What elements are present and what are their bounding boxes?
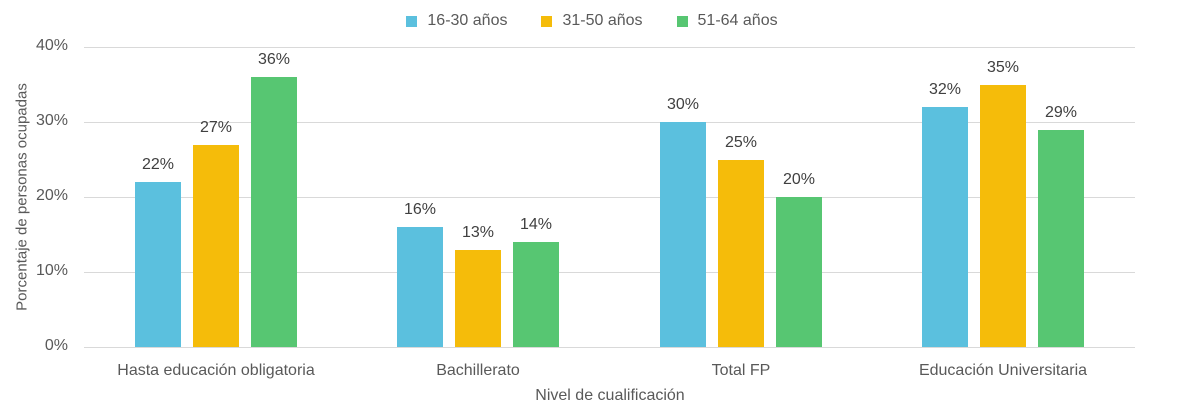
data-label: 20% (782, 171, 816, 188)
legend-label: 51-64 años (697, 12, 778, 29)
data-label: 13% (461, 223, 495, 241)
chart-legend: 16-30 años 31-50 años 51-64 años (0, 12, 1180, 30)
y-tick-label: 40% (35, 37, 68, 54)
gridline (84, 347, 1135, 348)
x-axis-label: Nivel de cualificación (535, 387, 685, 404)
legend-swatch-icon (541, 15, 553, 27)
legend-item: 16-30 años (406, 12, 507, 30)
gridline (84, 197, 1135, 198)
data-label: 29% (1044, 103, 1078, 121)
legend-item: 31-50 años (541, 12, 643, 30)
legend-label: 16-30 años (427, 12, 508, 29)
data-label: 14% (519, 216, 553, 233)
x-category-label: Educación Universitaria (918, 362, 1088, 379)
gridline (84, 47, 1135, 48)
y-tick-label: 0% (44, 337, 68, 354)
data-label: 32% (928, 81, 962, 98)
legend-item: 51-64 años (676, 12, 778, 30)
gridline (84, 122, 1135, 123)
data-label: 22% (141, 156, 175, 173)
bar (513, 242, 559, 347)
data-label: 36% (257, 51, 291, 68)
data-label: 35% (986, 58, 1020, 76)
gridline (84, 272, 1135, 273)
bar (922, 107, 968, 347)
y-tick-label: 10% (35, 262, 68, 279)
x-category-label: Hasta educación obligatoria (117, 362, 315, 379)
y-tick-label: 30% (35, 112, 68, 129)
bar (660, 122, 706, 347)
bar (718, 159, 764, 347)
x-category-label: Bachillerato (436, 362, 520, 379)
bar (251, 77, 297, 347)
legend-swatch-icon (676, 15, 688, 27)
bar (455, 249, 501, 347)
data-label: 16% (403, 201, 437, 218)
bar (776, 197, 822, 347)
legend-swatch-icon (406, 15, 418, 27)
x-category-label: Total FP (711, 362, 771, 379)
data-label: 25% (724, 133, 758, 151)
legend-label: 31-50 años (562, 12, 643, 29)
plot-area: 22% 27% 36% 16% 13% 14% 30% 25% 20% 32% 35% 29% (84, 47, 1135, 348)
data-label: 27% (199, 118, 233, 136)
data-label: 30% (666, 96, 700, 113)
bar (193, 144, 239, 347)
bar (980, 84, 1026, 347)
bar (1038, 129, 1084, 347)
bar (135, 182, 181, 347)
bar (397, 227, 443, 347)
y-tick-label: 20% (35, 187, 68, 204)
